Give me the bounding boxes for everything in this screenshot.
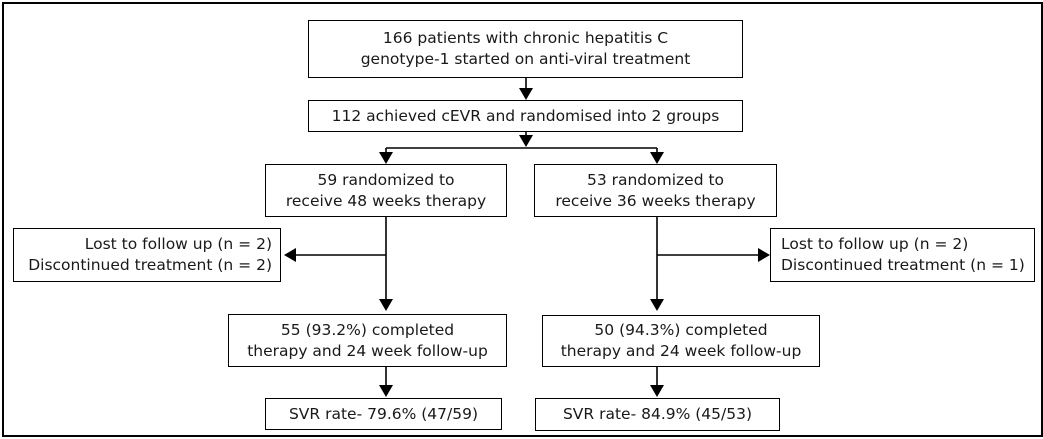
node-svr-48: SVR rate- 79.6% (47/59) xyxy=(265,398,502,430)
node-svr-36-line1: SVR rate- 84.9% (45/53) xyxy=(562,405,753,423)
node-dropout-36-line1: Lost to follow up (n = 2) xyxy=(781,235,969,253)
edge-completed48-to-svr48 xyxy=(379,367,393,397)
node-arm-48-line1: 59 randomized to xyxy=(317,170,455,189)
node-svr-36: SVR rate- 84.9% (45/53) xyxy=(535,398,780,431)
edge-arm48-to-dropout48 xyxy=(284,248,386,262)
node-dropout-48-line1: Lost to follow up (n = 2) xyxy=(84,235,272,253)
node-completed-36: 50 (94.3%) completed therapy and 24 week… xyxy=(542,315,820,367)
node-randomised: 112 achieved cEVR and randomised into 2 … xyxy=(308,100,743,132)
node-dropout-36-line2: Discontinued treatment (n = 1) xyxy=(781,256,1025,274)
node-enrolled: 166 patients with chronic hepatitis C ge… xyxy=(308,20,743,78)
edge-completed36-to-svr36 xyxy=(650,367,664,397)
node-randomised-line1: 112 achieved cEVR and randomised into 2 … xyxy=(331,106,720,125)
node-completed-48: 55 (93.2%) completed therapy and 24 week… xyxy=(228,314,507,367)
node-dropout-36: Lost to follow up (n = 2) Discontinued t… xyxy=(770,228,1035,282)
node-arm-36-line1: 53 randomized to xyxy=(586,170,725,189)
node-completed-36-line1: 50 (94.3%) completed xyxy=(594,321,768,339)
node-svr-48-line1: SVR rate- 79.6% (47/59) xyxy=(288,404,479,423)
node-arm-48-line2: receive 48 weeks therapy xyxy=(285,191,487,210)
edge-arm36-to-completed36 xyxy=(650,217,664,311)
node-arm-36-line2: receive 36 weeks therapy xyxy=(555,191,756,210)
edge-randomised-split xyxy=(379,132,664,164)
edge-arm48-to-completed48 xyxy=(379,217,393,311)
node-dropout-48: Lost to follow up (n = 2) Discontinued t… xyxy=(13,228,281,282)
node-arm-36-weeks: 53 randomized to receive 36 weeks therap… xyxy=(534,164,777,217)
edge-arm36-to-dropout36 xyxy=(657,248,770,262)
edge-enrolled-to-randomised xyxy=(519,78,533,100)
connectors-layer xyxy=(284,78,770,397)
node-enrolled-line2: genotype-1 started on anti-viral treatme… xyxy=(360,50,691,68)
node-completed-48-line1: 55 (93.2%) completed xyxy=(280,320,455,339)
node-completed-36-line2: therapy and 24 week follow-up xyxy=(560,342,802,360)
node-completed-48-line2: therapy and 24 week follow-up xyxy=(247,341,488,360)
node-dropout-48-line2: Discontinued treatment (n = 2) xyxy=(28,256,272,274)
node-arm-48-weeks: 59 randomized to receive 48 weeks therap… xyxy=(265,164,507,217)
node-enrolled-line1: 166 patients with chronic hepatitis C xyxy=(382,29,669,47)
